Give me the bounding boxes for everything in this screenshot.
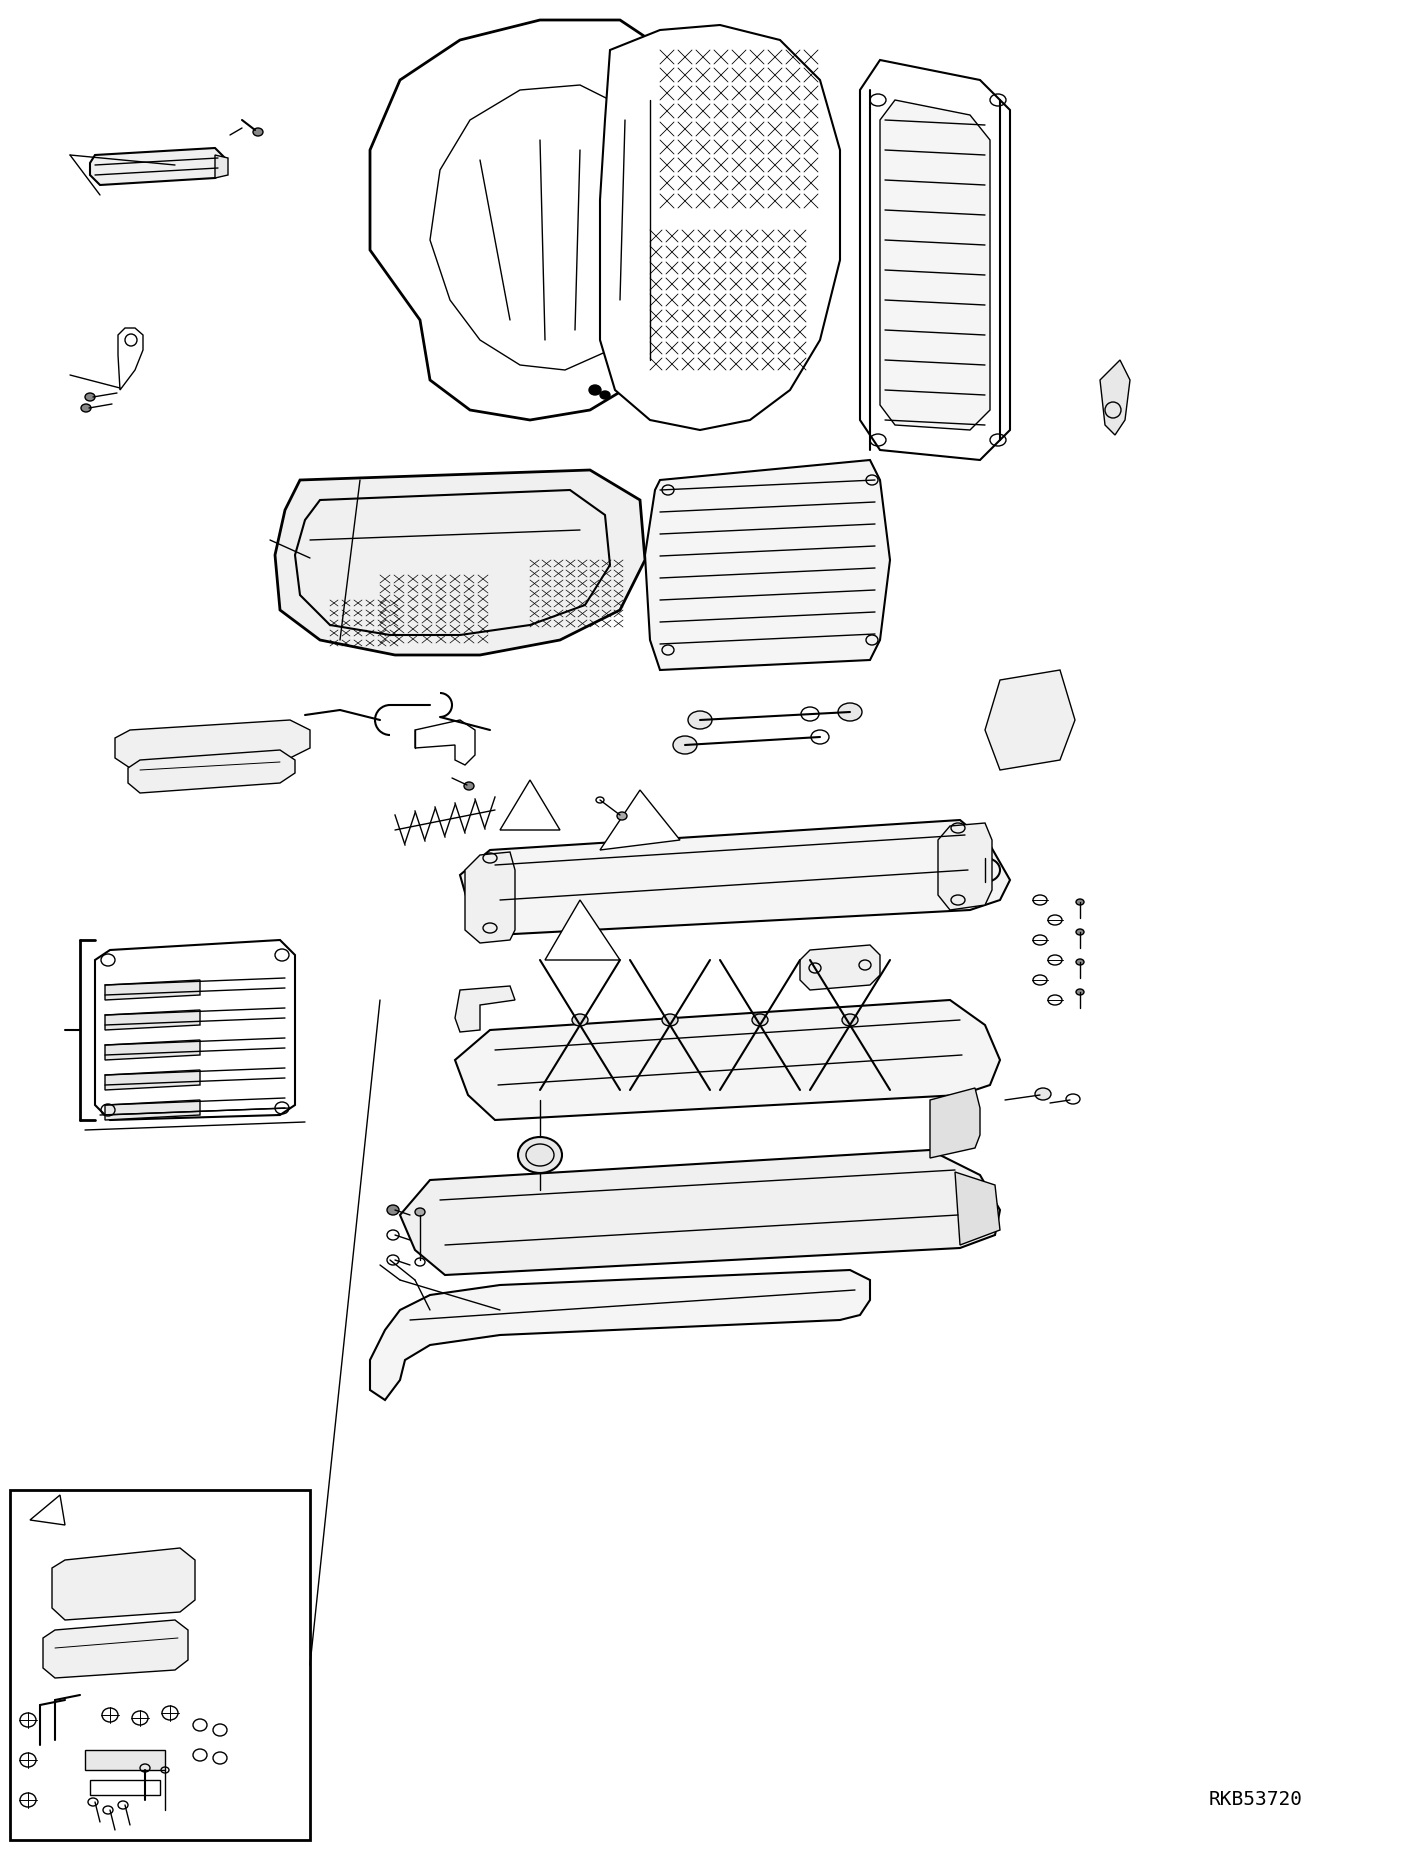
Polygon shape [105, 1010, 200, 1030]
Polygon shape [105, 980, 200, 1001]
Polygon shape [42, 1621, 188, 1678]
Ellipse shape [253, 128, 263, 137]
Polygon shape [30, 1495, 65, 1524]
Polygon shape [52, 1548, 195, 1621]
Ellipse shape [688, 710, 712, 729]
Polygon shape [937, 823, 993, 910]
Text: RKB53720: RKB53720 [1209, 1791, 1303, 1809]
Polygon shape [600, 26, 840, 429]
Polygon shape [1100, 361, 1130, 435]
Polygon shape [954, 1173, 1000, 1245]
Polygon shape [215, 155, 228, 178]
Bar [85, 1750, 166, 1770]
Polygon shape [800, 945, 879, 990]
Ellipse shape [1076, 958, 1085, 966]
Polygon shape [860, 59, 1010, 461]
Ellipse shape [518, 1138, 562, 1173]
Ellipse shape [1076, 990, 1085, 995]
Polygon shape [986, 670, 1075, 770]
Ellipse shape [1035, 1088, 1051, 1101]
Ellipse shape [838, 703, 862, 722]
Ellipse shape [81, 403, 91, 413]
Bar [10, 1489, 310, 1841]
Ellipse shape [464, 783, 474, 790]
Polygon shape [105, 1040, 200, 1060]
Ellipse shape [589, 385, 600, 396]
Polygon shape [370, 20, 709, 420]
Ellipse shape [572, 1014, 588, 1027]
Polygon shape [105, 1069, 200, 1090]
Polygon shape [399, 1151, 1000, 1275]
Ellipse shape [85, 392, 95, 401]
Polygon shape [930, 1088, 980, 1158]
Polygon shape [455, 986, 515, 1032]
Ellipse shape [415, 1208, 425, 1215]
Ellipse shape [1076, 929, 1085, 934]
Polygon shape [460, 820, 1010, 934]
Ellipse shape [673, 736, 697, 755]
Ellipse shape [617, 812, 627, 820]
Ellipse shape [843, 1014, 858, 1027]
Ellipse shape [387, 1204, 399, 1215]
Ellipse shape [1076, 899, 1085, 905]
Polygon shape [646, 461, 891, 670]
Ellipse shape [600, 390, 610, 400]
Polygon shape [455, 1001, 1000, 1119]
Polygon shape [415, 720, 474, 766]
Polygon shape [370, 1269, 869, 1400]
Polygon shape [275, 470, 646, 655]
Polygon shape [600, 790, 680, 849]
Polygon shape [464, 853, 515, 944]
Polygon shape [105, 1101, 200, 1119]
Polygon shape [127, 749, 295, 794]
Polygon shape [118, 327, 143, 390]
Bar [91, 1780, 160, 1794]
Polygon shape [95, 940, 295, 1119]
Polygon shape [500, 781, 559, 831]
Polygon shape [879, 100, 990, 429]
Polygon shape [115, 720, 310, 768]
Ellipse shape [663, 1014, 678, 1027]
Ellipse shape [752, 1014, 767, 1027]
Polygon shape [545, 899, 620, 960]
Polygon shape [91, 148, 225, 185]
